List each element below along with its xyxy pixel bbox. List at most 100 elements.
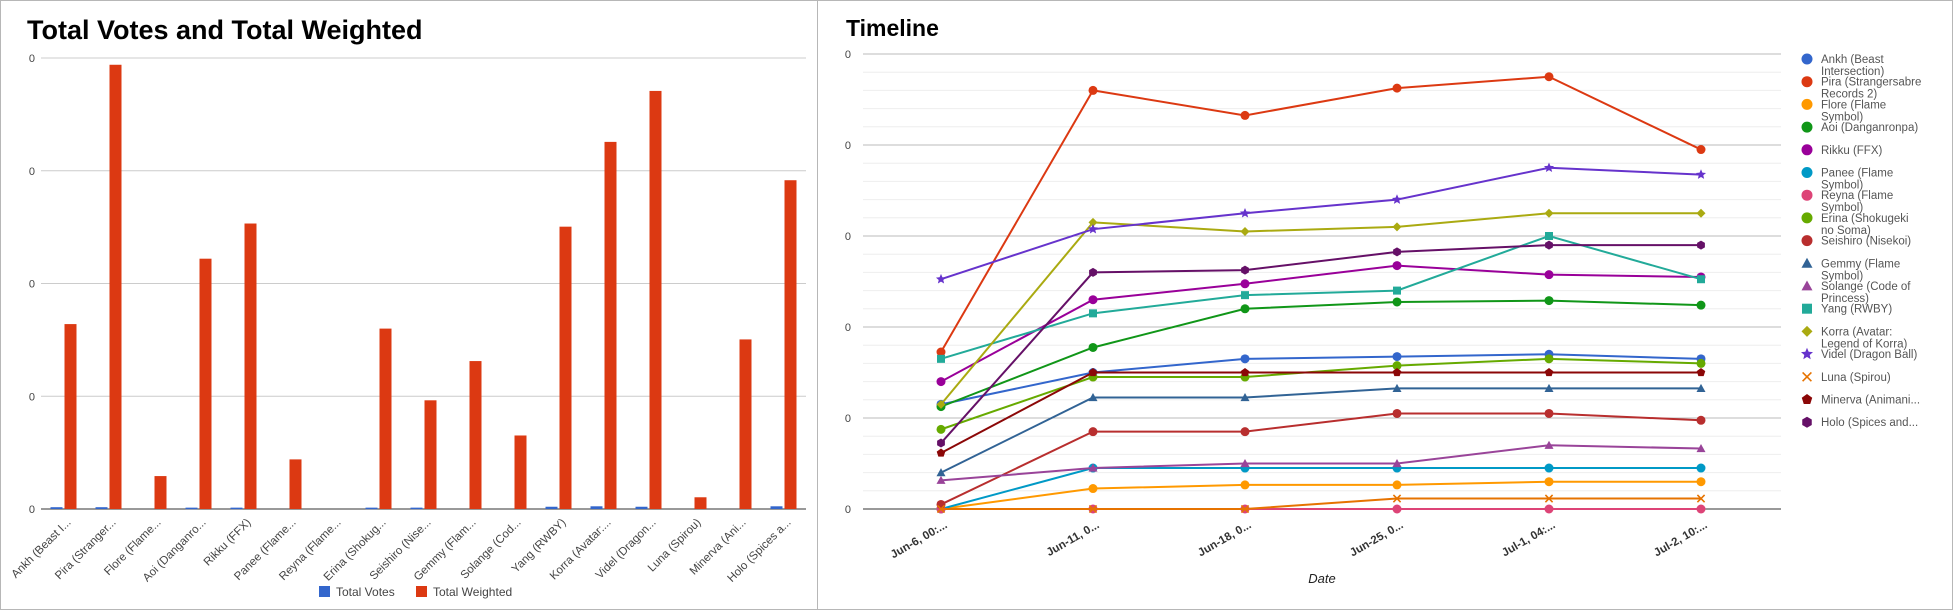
legend-swatch — [416, 586, 427, 597]
data-point — [1696, 383, 1706, 393]
data-point — [935, 273, 947, 284]
data-point — [1392, 361, 1402, 371]
legend-label: Panee (Flame — [1821, 168, 1893, 180]
series-group — [936, 383, 1706, 477]
bar-total-votes — [590, 506, 603, 509]
x-tick-label: Jun-11, 0... — [1045, 519, 1102, 559]
legend-label: Pira (Strangersabre — [1821, 77, 1921, 89]
data-point — [1089, 309, 1097, 318]
data-point — [1240, 459, 1250, 468]
legend-item[interactable]: Korra (Avatar:Legend of Korra) — [1801, 325, 1908, 351]
bar-total-votes — [770, 506, 783, 509]
data-point — [1239, 207, 1251, 218]
data-point — [1801, 98, 1813, 110]
legend-item[interactable]: Yang (RWBY) — [1802, 303, 1892, 316]
bar-chart-panel: Total Votes and Total Weighted 0 0 0 0 0 Ankh… — [0, 0, 818, 610]
data-point — [1088, 342, 1098, 352]
legend-label: Erina (Shokugeki — [1821, 213, 1909, 225]
data-point — [1240, 368, 1250, 377]
y-tick-label: 0 — [29, 53, 35, 65]
data-point — [1544, 408, 1554, 418]
data-point — [1696, 368, 1706, 377]
data-point — [1392, 459, 1402, 468]
y-tick-label: 0 — [845, 504, 851, 516]
data-point — [1696, 443, 1706, 453]
bar-total-weighted — [514, 435, 527, 509]
data-point — [1696, 145, 1706, 155]
legend-label: Symbol) — [1821, 180, 1863, 192]
legend-item[interactable]: Holo (Spices and... — [1802, 416, 1918, 430]
y-tick-label: 0 — [845, 49, 851, 61]
data-point — [1392, 83, 1402, 93]
series-line — [940, 75, 1702, 353]
bar-total-weighted — [109, 64, 122, 509]
bar-total-weighted — [559, 226, 572, 509]
legend-label: Rikku (FFX) — [1821, 145, 1883, 157]
series-group — [936, 261, 1706, 387]
legend-label: Princess) — [1821, 293, 1869, 305]
data-point — [1544, 477, 1554, 487]
legend-item[interactable]: Videl (Dragon Ball) — [1801, 347, 1917, 361]
bar-chart-title: Total Votes and Total Weighted — [27, 15, 423, 45]
data-point — [1544, 383, 1554, 393]
data-point — [1240, 427, 1250, 437]
data-point — [936, 504, 946, 514]
data-point — [1802, 416, 1812, 428]
bar-total-weighted — [469, 361, 482, 509]
series-line — [940, 371, 1701, 454]
data-point — [1088, 393, 1098, 402]
bar-total-weighted — [244, 223, 257, 509]
series-line — [940, 387, 1701, 474]
data-point — [1801, 167, 1813, 178]
data-point — [1695, 169, 1707, 179]
data-point — [1801, 144, 1813, 156]
data-point — [936, 475, 946, 484]
legend-item[interactable]: Seishiro (Nisekoi) — [1801, 235, 1912, 248]
data-point — [1240, 393, 1250, 402]
legend-item[interactable]: Rikku (FFX) — [1801, 144, 1883, 157]
legend-label: Records 2) — [1821, 89, 1877, 101]
series-group — [936, 208, 1706, 409]
legend-label: Symbol) — [1821, 270, 1863, 282]
data-point — [1392, 352, 1402, 362]
data-point — [1801, 76, 1813, 88]
series-group — [935, 162, 1707, 284]
data-point — [936, 448, 946, 457]
bar-total-weighted — [604, 141, 617, 510]
data-point — [1392, 222, 1402, 232]
data-point — [1392, 368, 1402, 377]
data-point — [1696, 494, 1706, 503]
series-group — [936, 296, 1706, 412]
legend-item[interactable]: Aoi (Danganronpa) — [1801, 121, 1919, 135]
data-point — [1088, 295, 1098, 305]
legend-item[interactable]: Luna (Spirou) — [1802, 372, 1891, 384]
data-point — [1696, 477, 1706, 487]
data-point — [1544, 504, 1554, 514]
data-point — [1240, 504, 1250, 514]
y-tick-label: 0 — [29, 279, 35, 291]
legend-label: Ankh (Beast — [1821, 54, 1884, 66]
legend-label: Solange (Code of — [1821, 281, 1911, 293]
data-point — [1393, 286, 1401, 295]
data-point — [936, 347, 946, 357]
data-point — [1545, 240, 1553, 250]
data-point — [1088, 368, 1098, 377]
legend-label: Minerva (Animani... — [1821, 395, 1920, 407]
y-tick-label: 0 — [845, 140, 851, 152]
data-point — [1544, 208, 1554, 218]
data-point — [1543, 162, 1555, 173]
legend-item[interactable]: Minerva (Animani... — [1801, 394, 1920, 407]
data-point — [1544, 368, 1554, 377]
data-point — [1801, 121, 1813, 133]
data-point — [1544, 72, 1554, 82]
bar-total-weighted — [64, 324, 77, 509]
